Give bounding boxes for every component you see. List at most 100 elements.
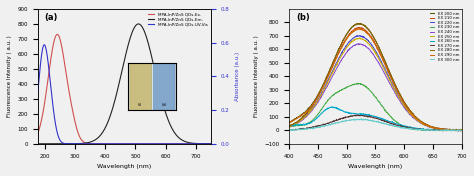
MPA-InP/ZnS QDs-Em. xyxy=(170,129,175,131)
EX 260 nm xyxy=(365,114,370,116)
EX 240 nm xyxy=(402,107,408,109)
EX 200 nm xyxy=(388,75,394,77)
EX 290 nm xyxy=(388,77,394,80)
Line: EX 290 nm: EX 290 nm xyxy=(289,29,462,131)
MPA-InP/ZnS QDs-UV-Vis xyxy=(41,44,47,46)
EX 270 nm xyxy=(417,128,422,130)
EX 250 nm xyxy=(402,105,408,108)
EX 300 nm xyxy=(356,118,361,120)
MPA-InP/ZnS QDs-Em. xyxy=(35,143,41,145)
Line: EX 230 nm: EX 230 nm xyxy=(289,83,462,131)
Line: EX 280 nm: EX 280 nm xyxy=(289,23,462,131)
EX 240 nm xyxy=(330,74,336,76)
EX 240 nm xyxy=(317,99,322,101)
Line: MPA-InP/ZnS QDs-Em.: MPA-InP/ZnS QDs-Em. xyxy=(38,24,210,144)
EX 270 nm xyxy=(440,130,446,132)
Line: EX 250 nm: EX 250 nm xyxy=(289,38,462,131)
Line: MPA-InP/ZnS QDs-Ex.: MPA-InP/ZnS QDs-Ex. xyxy=(38,34,210,144)
EX 250 nm xyxy=(417,121,422,123)
EX 230 nm xyxy=(365,87,370,89)
MPA-InP/ZnS QDs-UV-Vis xyxy=(154,143,159,145)
EX 300 nm xyxy=(417,129,422,131)
EX 220 nm xyxy=(388,81,394,83)
MPA-InP/ZnS QDs-Ex. xyxy=(111,143,117,145)
EX 250 nm xyxy=(356,37,362,39)
X-axis label: Wavelength (nm): Wavelength (nm) xyxy=(97,164,151,169)
EX 220 nm xyxy=(417,120,422,122)
EX 300 nm xyxy=(317,126,322,128)
EX 240 nm xyxy=(459,129,465,131)
MPA-InP/ZnS QDs-Ex. xyxy=(53,36,58,38)
MPA-InP/ZnS QDs-Em. xyxy=(154,77,159,79)
MPA-InP/ZnS QDs-Em. xyxy=(173,133,179,136)
EX 290 nm xyxy=(286,122,292,124)
EX 200 nm xyxy=(402,101,408,103)
Y-axis label: Fluorescence Intensity ( a.u. ): Fluorescence Intensity ( a.u. ) xyxy=(7,36,12,117)
EX 270 nm xyxy=(330,120,336,122)
EX 260 nm xyxy=(459,129,465,131)
EX 270 nm xyxy=(365,115,370,117)
EX 200 nm xyxy=(317,90,322,92)
MPA-InP/ZnS QDs-UV-Vis xyxy=(105,143,110,145)
EX 290 nm xyxy=(417,120,422,122)
EX 230 nm xyxy=(402,126,408,128)
EX 220 nm xyxy=(355,34,361,37)
EX 240 nm xyxy=(417,121,422,123)
EX 270 nm xyxy=(286,129,292,131)
EX 300 nm xyxy=(286,129,292,131)
MPA-InP/ZnS QDs-Ex. xyxy=(208,143,213,145)
Y-axis label: Absorbance (a.u.): Absorbance (a.u.) xyxy=(235,52,240,101)
EX 240 nm xyxy=(365,47,370,49)
EX 260 nm xyxy=(417,127,422,130)
EX 280 nm xyxy=(286,125,292,127)
EX 260 nm xyxy=(331,107,337,109)
EX 210 nm xyxy=(365,31,370,33)
EX 290 nm xyxy=(317,93,322,95)
EX 300 nm xyxy=(434,130,440,132)
EX 230 nm xyxy=(317,111,322,113)
EX 270 nm xyxy=(388,122,394,124)
MPA-InP/ZnS QDs-UV-Vis xyxy=(111,143,117,145)
EX 280 nm xyxy=(330,61,336,63)
Line: EX 240 nm: EX 240 nm xyxy=(289,44,462,131)
EX 270 nm xyxy=(317,125,322,127)
EX 230 nm xyxy=(388,115,394,117)
EX 300 nm xyxy=(330,123,336,125)
EX 220 nm xyxy=(286,125,292,128)
EX 200 nm xyxy=(417,119,422,121)
EX 200 nm xyxy=(330,61,336,63)
EX 270 nm xyxy=(459,129,465,131)
EX 290 nm xyxy=(330,64,336,66)
MPA-InP/ZnS QDs-Em. xyxy=(105,122,110,124)
MPA-InP/ZnS QDs-Ex. xyxy=(35,132,41,134)
EX 200 nm xyxy=(457,130,463,132)
EX 290 nm xyxy=(365,33,370,35)
MPA-InP/ZnS QDs-UV-Vis xyxy=(170,143,175,145)
MPA-InP/ZnS QDs-Ex. xyxy=(170,143,175,145)
EX 220 nm xyxy=(457,130,463,132)
EX 300 nm xyxy=(402,127,408,129)
EX 200 nm xyxy=(365,27,370,30)
EX 290 nm xyxy=(459,129,465,131)
EX 260 nm xyxy=(438,130,443,132)
EX 260 nm xyxy=(329,106,335,108)
Line: MPA-InP/ZnS QDs-UV-Vis: MPA-InP/ZnS QDs-UV-Vis xyxy=(38,45,210,144)
MPA-InP/ZnS QDs-Em. xyxy=(111,103,117,105)
EX 200 nm xyxy=(356,22,362,24)
EX 280 nm xyxy=(417,119,422,121)
Text: (b): (b) xyxy=(296,13,310,22)
EX 210 nm xyxy=(417,120,422,122)
MPA-InP/ZnS QDs-Ex. xyxy=(154,143,159,145)
EX 210 nm xyxy=(286,125,292,127)
EX 230 nm xyxy=(330,94,336,96)
EX 250 nm xyxy=(286,125,292,127)
Line: EX 260 nm: EX 260 nm xyxy=(289,107,462,131)
EX 230 nm xyxy=(356,82,361,84)
EX 210 nm xyxy=(330,63,336,65)
EX 270 nm xyxy=(402,126,408,128)
EX 290 nm xyxy=(456,130,461,132)
EX 280 nm xyxy=(317,91,322,93)
EX 260 nm xyxy=(286,125,292,127)
EX 210 nm xyxy=(402,102,408,105)
MPA-InP/ZnS QDs-Em. xyxy=(53,143,58,145)
